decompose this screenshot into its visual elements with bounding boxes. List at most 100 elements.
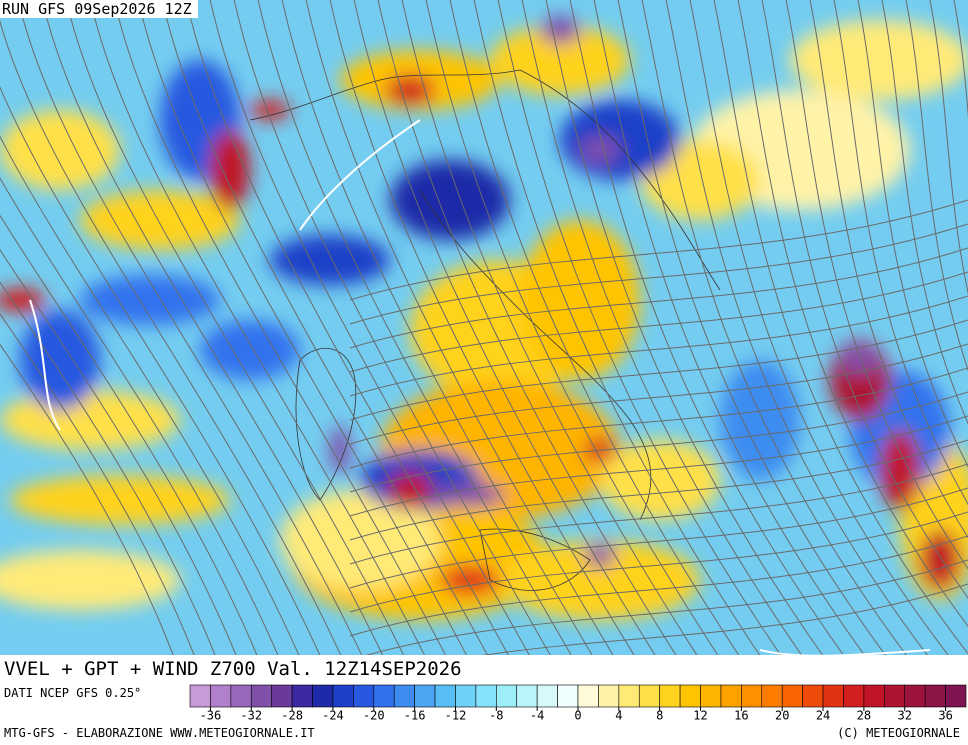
field-blob xyxy=(250,100,290,120)
field-blob xyxy=(0,550,180,610)
colorbar-label: 4 xyxy=(615,709,622,723)
streamline xyxy=(857,0,968,468)
colorbar-label: -28 xyxy=(281,709,303,723)
streamline xyxy=(305,0,614,655)
field-blob xyxy=(0,390,180,450)
map xyxy=(0,0,968,655)
streamline xyxy=(0,281,216,655)
field-blob xyxy=(80,275,220,325)
colorbar-swatch xyxy=(536,684,558,708)
field-blob xyxy=(520,220,640,380)
colorbar-label: -4 xyxy=(530,709,544,723)
streamline xyxy=(0,313,195,655)
streamline xyxy=(233,0,551,655)
colorbar-swatch xyxy=(516,684,538,708)
streamline xyxy=(0,86,321,655)
field-blob xyxy=(200,320,300,380)
streamline xyxy=(425,0,719,655)
streamline xyxy=(761,0,968,599)
colorbar-swatch xyxy=(700,684,722,708)
streamline xyxy=(473,0,761,655)
colorbar-label: 16 xyxy=(734,709,748,723)
colorbar-swatch xyxy=(250,684,272,708)
streamline xyxy=(617,0,886,655)
colorbar-swatch xyxy=(557,684,579,708)
streamline xyxy=(281,0,593,655)
streamlines xyxy=(0,0,968,655)
colorbar-swatch xyxy=(312,684,334,708)
streamline xyxy=(545,0,824,655)
colorbar-swatch xyxy=(291,684,313,708)
streamline xyxy=(65,0,405,655)
streamline xyxy=(497,0,782,655)
colorbar-swatch xyxy=(210,684,232,708)
streamline xyxy=(0,177,279,655)
field-blob xyxy=(10,475,230,525)
field-blob xyxy=(0,288,45,312)
streamline xyxy=(349,367,968,469)
field-blob xyxy=(280,490,440,590)
streamline xyxy=(905,0,968,372)
streamline xyxy=(349,271,968,373)
streamline xyxy=(185,0,509,655)
colorbar-swatch xyxy=(618,684,640,708)
field-blob xyxy=(920,530,960,590)
streamline xyxy=(0,214,258,655)
run-label: RUN GFS 09Sep2026 12Z xyxy=(0,0,198,18)
streamline xyxy=(137,0,467,655)
colorbar-swatch xyxy=(332,684,354,708)
colorbar-label: -16 xyxy=(404,709,426,723)
streamline xyxy=(349,391,968,493)
streamline xyxy=(521,0,803,655)
footer-right: (C) METEOGIORNALE xyxy=(837,726,960,740)
colorbar-swatch xyxy=(393,684,415,708)
streamline xyxy=(349,439,968,541)
streamline xyxy=(257,0,572,655)
colorbar-swatch xyxy=(822,684,844,708)
streamline xyxy=(449,0,740,655)
isohypse xyxy=(29,119,931,655)
streamline xyxy=(349,295,968,397)
colorbar-swatch xyxy=(720,684,742,708)
colorbar-label: 32 xyxy=(898,709,912,723)
streamline xyxy=(349,223,968,325)
colorbar-label: -36 xyxy=(200,709,222,723)
streamline xyxy=(209,0,530,655)
field-blob xyxy=(600,440,720,520)
colorbar-swatch xyxy=(373,684,395,708)
streamline xyxy=(349,247,968,349)
field-blob xyxy=(80,190,240,250)
field-blob xyxy=(435,483,505,507)
field-blob xyxy=(840,345,880,375)
colorbar-label: -12 xyxy=(445,709,467,723)
streamline xyxy=(41,0,384,655)
colorbar-swatch xyxy=(353,684,375,708)
colorbar-swatch xyxy=(414,684,436,708)
source: DATI NCEP GFS 0.25° xyxy=(4,686,142,700)
field-blob xyxy=(720,360,800,480)
streamline xyxy=(785,0,968,570)
streamline xyxy=(809,0,968,539)
colorbar-swatch xyxy=(638,684,660,708)
field-blob xyxy=(210,130,250,210)
colorbar-swatch xyxy=(271,684,293,708)
colorbar-swatch xyxy=(924,684,946,708)
field-blob xyxy=(490,25,630,95)
streamline xyxy=(482,583,968,655)
field-blob xyxy=(330,425,350,475)
colorbar-swatch xyxy=(475,684,497,708)
streamline xyxy=(349,343,968,445)
colorbar-label: 20 xyxy=(775,709,789,723)
streamline xyxy=(349,487,968,589)
streamline xyxy=(953,0,968,118)
streamline xyxy=(737,0,968,627)
streamline xyxy=(349,415,968,517)
field-blob xyxy=(440,565,500,595)
field-blob xyxy=(580,136,620,164)
streamline xyxy=(113,0,446,655)
streamline xyxy=(0,135,300,655)
streamline xyxy=(349,535,968,637)
colorbar-swatch xyxy=(945,684,967,708)
colorbar-swatch xyxy=(843,684,865,708)
